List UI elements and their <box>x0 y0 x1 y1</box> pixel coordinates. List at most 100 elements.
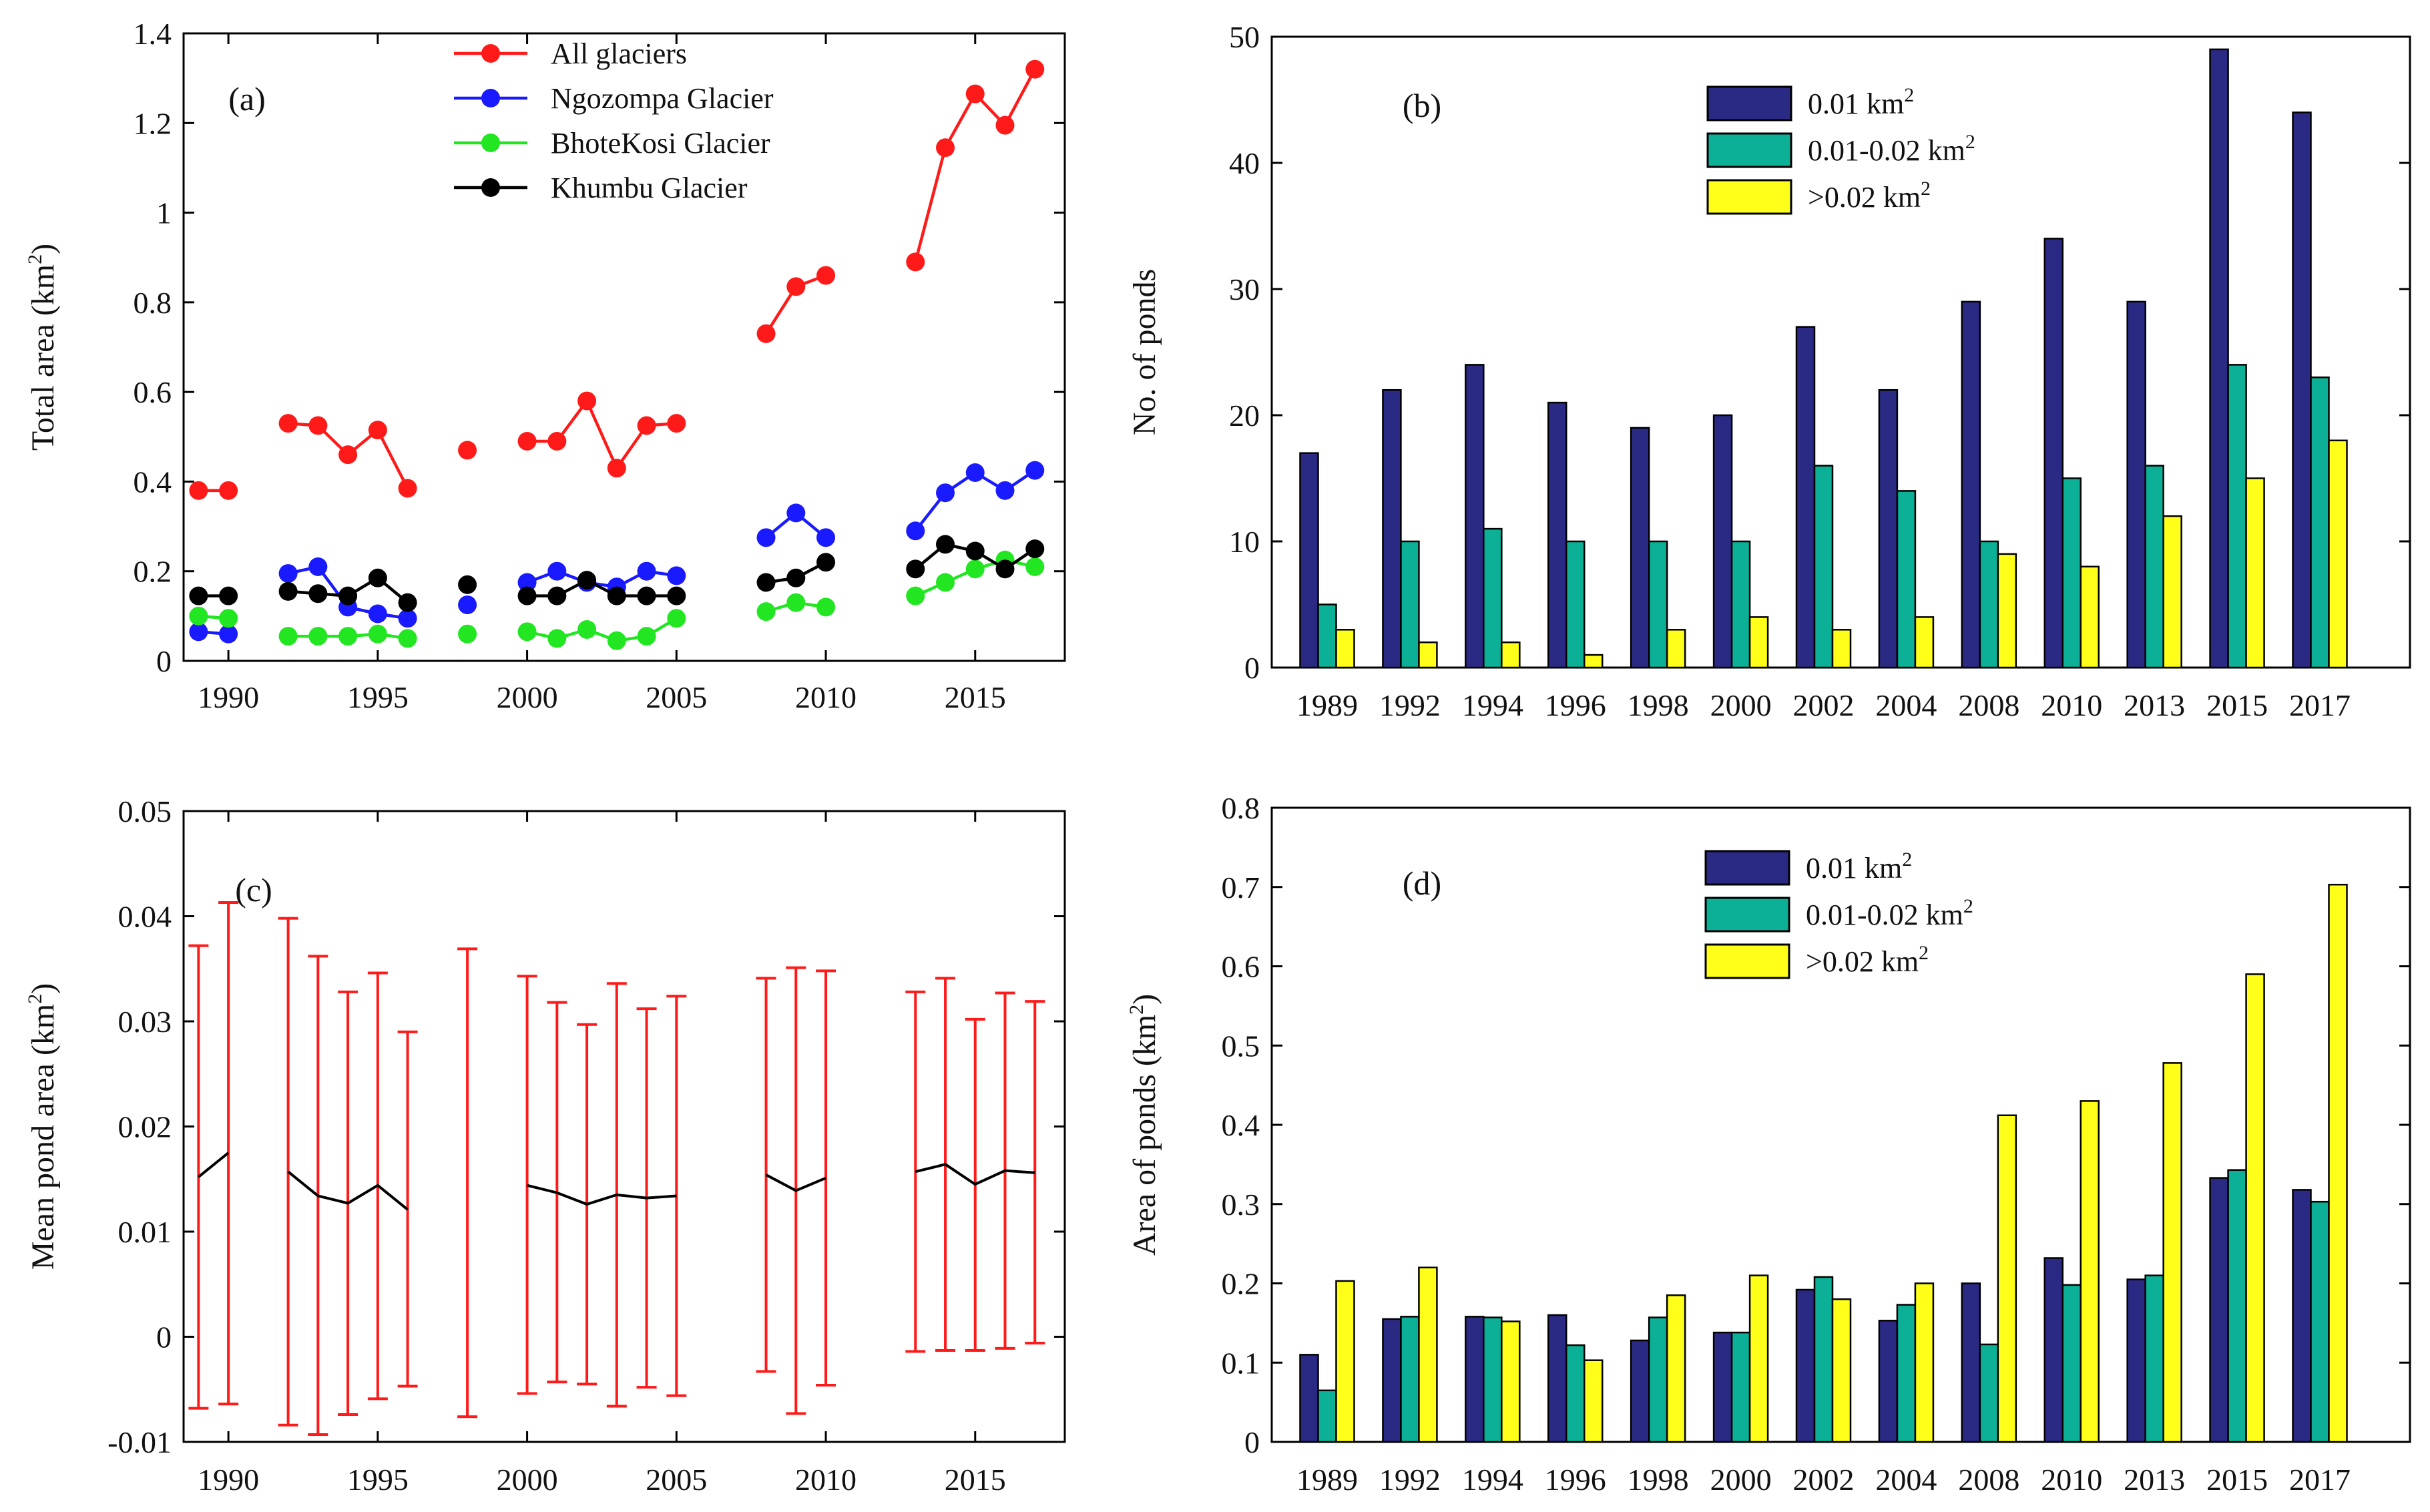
bar <box>1299 452 1319 669</box>
y-tick-label: 0.01 <box>118 1215 172 1249</box>
data-point <box>278 414 298 433</box>
bar <box>2209 1177 2229 1443</box>
data-point <box>816 553 836 572</box>
bar <box>1501 1320 1521 1443</box>
x-tick-label: 2017 <box>2289 688 2351 722</box>
bar <box>1914 616 1935 669</box>
x-tick-label: 2015 <box>945 1463 1006 1497</box>
data-point <box>816 528 836 547</box>
bar <box>1483 527 1503 669</box>
bar <box>1748 1274 1769 1443</box>
data-point <box>965 84 985 103</box>
panel-label: (c) <box>235 871 272 909</box>
x-tick-label: 1994 <box>1462 1463 1523 1497</box>
series-line <box>527 398 677 471</box>
bar <box>1299 1354 1319 1443</box>
bar <box>2080 565 2100 669</box>
bar <box>1813 465 1834 669</box>
data-point <box>1025 59 1045 79</box>
bar <box>2126 300 2146 669</box>
data-point <box>756 602 776 621</box>
panel-b-ylabel-group: No. of ponds <box>1127 269 1162 435</box>
data-point <box>577 620 597 639</box>
data-point <box>756 573 776 592</box>
data-point <box>338 445 358 465</box>
x-tick-label: 2015 <box>945 680 1006 714</box>
data-point <box>995 559 1015 579</box>
data-point <box>906 252 925 272</box>
legend-swatch <box>1704 897 1790 933</box>
panel-c-axes-frame <box>182 810 1066 1443</box>
y-tick-label: 0 <box>1244 1425 1260 1459</box>
data-point <box>517 586 537 605</box>
data-point <box>517 432 537 451</box>
series-bhotekosi-glacier <box>189 550 1045 650</box>
data-point <box>607 631 626 650</box>
bar <box>2080 1100 2100 1443</box>
bar <box>2227 364 2247 669</box>
y-tick-label: 0 <box>156 1320 172 1354</box>
data-point <box>667 609 686 628</box>
bar <box>1400 540 1420 669</box>
data-point <box>368 421 387 440</box>
data-point <box>607 459 626 478</box>
y-axis-label-main: Area of ponds (km <box>1127 1015 1162 1256</box>
y-tick-label: 0.7 <box>1222 870 1260 905</box>
data-point <box>517 622 537 642</box>
bar <box>1648 1316 1668 1443</box>
legend-label-sup: 2 <box>1902 848 1912 870</box>
legend-label-main: >0.02 km <box>1806 945 1919 978</box>
bar <box>1335 629 1355 669</box>
legend-label: 0.01-0.02 km2 <box>1808 131 1975 167</box>
x-tick-label: 2015 <box>2206 1463 2268 1497</box>
x-tick-label: 1995 <box>347 680 409 714</box>
data-point <box>906 586 925 605</box>
bar <box>2292 1189 2312 1443</box>
y-tick-label: 30 <box>1229 272 1260 306</box>
data-point <box>219 624 238 644</box>
data-point <box>906 521 925 541</box>
data-point <box>458 441 477 460</box>
x-tick-label: 2013 <box>2124 688 2185 722</box>
legend-swatch <box>1706 85 1792 121</box>
y-axis-label: Area of ponds (km2) <box>1126 994 1162 1256</box>
bar <box>1584 1359 1604 1443</box>
legend-label-sup: 2 <box>1904 84 1914 106</box>
series-all-glaciers <box>189 59 1045 500</box>
data-point <box>189 481 208 500</box>
bar <box>1565 540 1586 669</box>
series-ngozompa-glacier <box>189 461 1045 644</box>
data-point <box>398 479 417 498</box>
data-point <box>786 503 806 523</box>
y-axis-label-end: ) <box>25 244 61 254</box>
data-point <box>995 115 1015 135</box>
bar <box>1961 1282 1981 1443</box>
data-point <box>338 627 358 646</box>
bar <box>1896 490 1917 669</box>
x-tick-label: 2017 <box>2289 1463 2351 1497</box>
data-point <box>637 416 656 435</box>
bar <box>1418 1266 1438 1443</box>
legend-marker <box>481 178 500 197</box>
panel-a-axes-frame <box>182 32 1066 662</box>
data-point <box>338 586 358 605</box>
legend-label-sup: 2 <box>1919 942 1929 964</box>
x-tick-label: 1992 <box>1379 688 1441 722</box>
x-tick-label: 1990 <box>198 680 259 714</box>
x-tick-label: 1998 <box>1628 688 1689 722</box>
data-point <box>965 541 985 561</box>
bar <box>1547 1314 1567 1443</box>
y-tick-label: 0.6 <box>1222 950 1260 984</box>
legend-label-main: >0.02 km <box>1808 181 1921 214</box>
data-point <box>368 604 387 623</box>
data-point <box>906 559 925 579</box>
panel-a-ylabel-group: Total area (km2) <box>24 244 61 451</box>
legend-label-main: 0.01-0.02 km <box>1808 134 1965 167</box>
y-tick-label: 0.1 <box>1222 1346 1260 1380</box>
panel-b-bar-chart: 0 10 20 30 40 50 No. of ponds 1989 1992 1994 1996 1… <box>1127 20 2411 722</box>
data-point <box>786 593 806 612</box>
x-tick-label: 1990 <box>198 1463 259 1497</box>
mean-line <box>915 1163 1035 1186</box>
data-point <box>219 586 238 605</box>
